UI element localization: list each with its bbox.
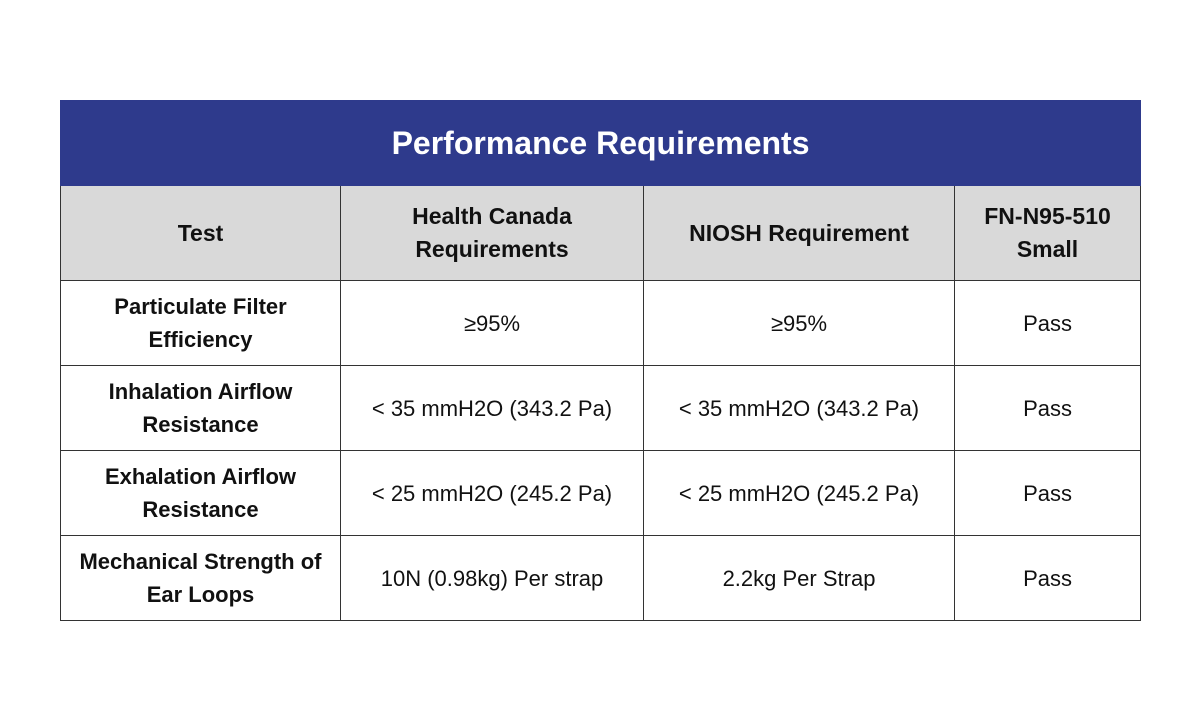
test-name-cell: Particulate Filter Efficiency (60, 280, 341, 366)
performance-requirements-table: Performance Requirements Test Health Can… (59, 100, 1142, 621)
performance-table-container: Performance Requirements Test Health Can… (59, 100, 1142, 621)
test-name-cell: Inhalation Airflow Resistance (60, 365, 341, 451)
header-product: FN-N95-510 Small (953, 185, 1142, 281)
niosh-cell: 2.2kg Per Strap (643, 535, 955, 621)
niosh-cell: ≥95% (643, 280, 955, 366)
table-row: Inhalation Airflow Resistance < 35 mmH2O… (60, 365, 1142, 451)
table-row: Particulate Filter Efficiency ≥95% ≥95% … (60, 280, 1142, 366)
health-canada-cell: < 35 mmH2O (343.2 Pa) (340, 365, 644, 451)
header-row: Test Health Canada Requirements NIOSH Re… (60, 185, 1142, 281)
header-niosh: NIOSH Requirement (643, 185, 955, 281)
niosh-cell: < 35 mmH2O (343.2 Pa) (643, 365, 955, 451)
test-name-cell: Mechanical Strength of Ear Loops (60, 535, 341, 621)
test-name-cell: Exhalation Airflow Resistance (60, 450, 341, 536)
health-canada-cell: ≥95% (340, 280, 644, 366)
result-cell: Pass (953, 280, 1142, 366)
table-row: Exhalation Airflow Resistance < 25 mmH2O… (60, 450, 1142, 536)
header-test: Test (60, 185, 341, 281)
table-title: Performance Requirements (59, 100, 1142, 186)
result-cell: Pass (953, 365, 1142, 451)
result-cell: Pass (953, 450, 1142, 536)
table-row: Mechanical Strength of Ear Loops 10N (0.… (60, 535, 1142, 621)
header-health-canada: Health Canada Requirements (340, 185, 644, 281)
health-canada-cell: 10N (0.98kg) Per strap (340, 535, 644, 621)
result-cell: Pass (953, 535, 1142, 621)
niosh-cell: < 25 mmH2O (245.2 Pa) (643, 450, 955, 536)
health-canada-cell: < 25 mmH2O (245.2 Pa) (340, 450, 644, 536)
